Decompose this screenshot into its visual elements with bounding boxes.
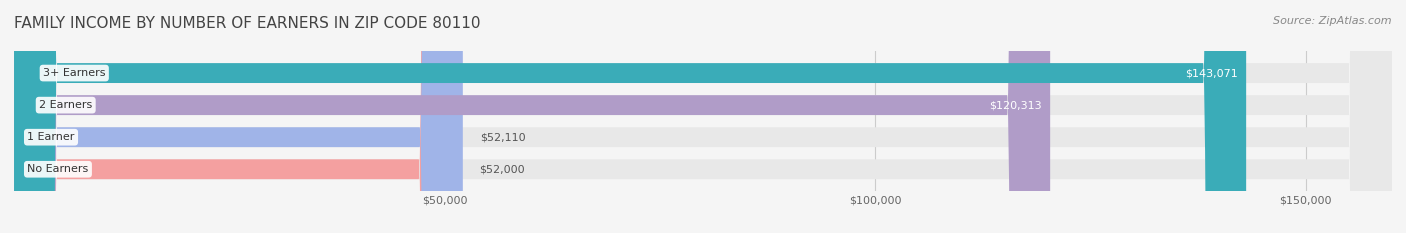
Text: 2 Earners: 2 Earners <box>39 100 93 110</box>
Text: $120,313: $120,313 <box>988 100 1042 110</box>
FancyBboxPatch shape <box>14 0 1392 233</box>
Text: 1 Earner: 1 Earner <box>27 132 75 142</box>
FancyBboxPatch shape <box>14 0 1392 233</box>
Text: FAMILY INCOME BY NUMBER OF EARNERS IN ZIP CODE 80110: FAMILY INCOME BY NUMBER OF EARNERS IN ZI… <box>14 16 481 31</box>
Text: $52,000: $52,000 <box>479 164 524 174</box>
FancyBboxPatch shape <box>14 0 1050 233</box>
FancyBboxPatch shape <box>14 0 1246 233</box>
FancyBboxPatch shape <box>14 0 463 233</box>
Text: $52,110: $52,110 <box>479 132 526 142</box>
FancyBboxPatch shape <box>14 0 1392 233</box>
FancyBboxPatch shape <box>14 0 463 233</box>
Text: Source: ZipAtlas.com: Source: ZipAtlas.com <box>1274 16 1392 26</box>
Text: 3+ Earners: 3+ Earners <box>44 68 105 78</box>
Text: $143,071: $143,071 <box>1185 68 1237 78</box>
FancyBboxPatch shape <box>14 0 1392 233</box>
Text: No Earners: No Earners <box>27 164 89 174</box>
